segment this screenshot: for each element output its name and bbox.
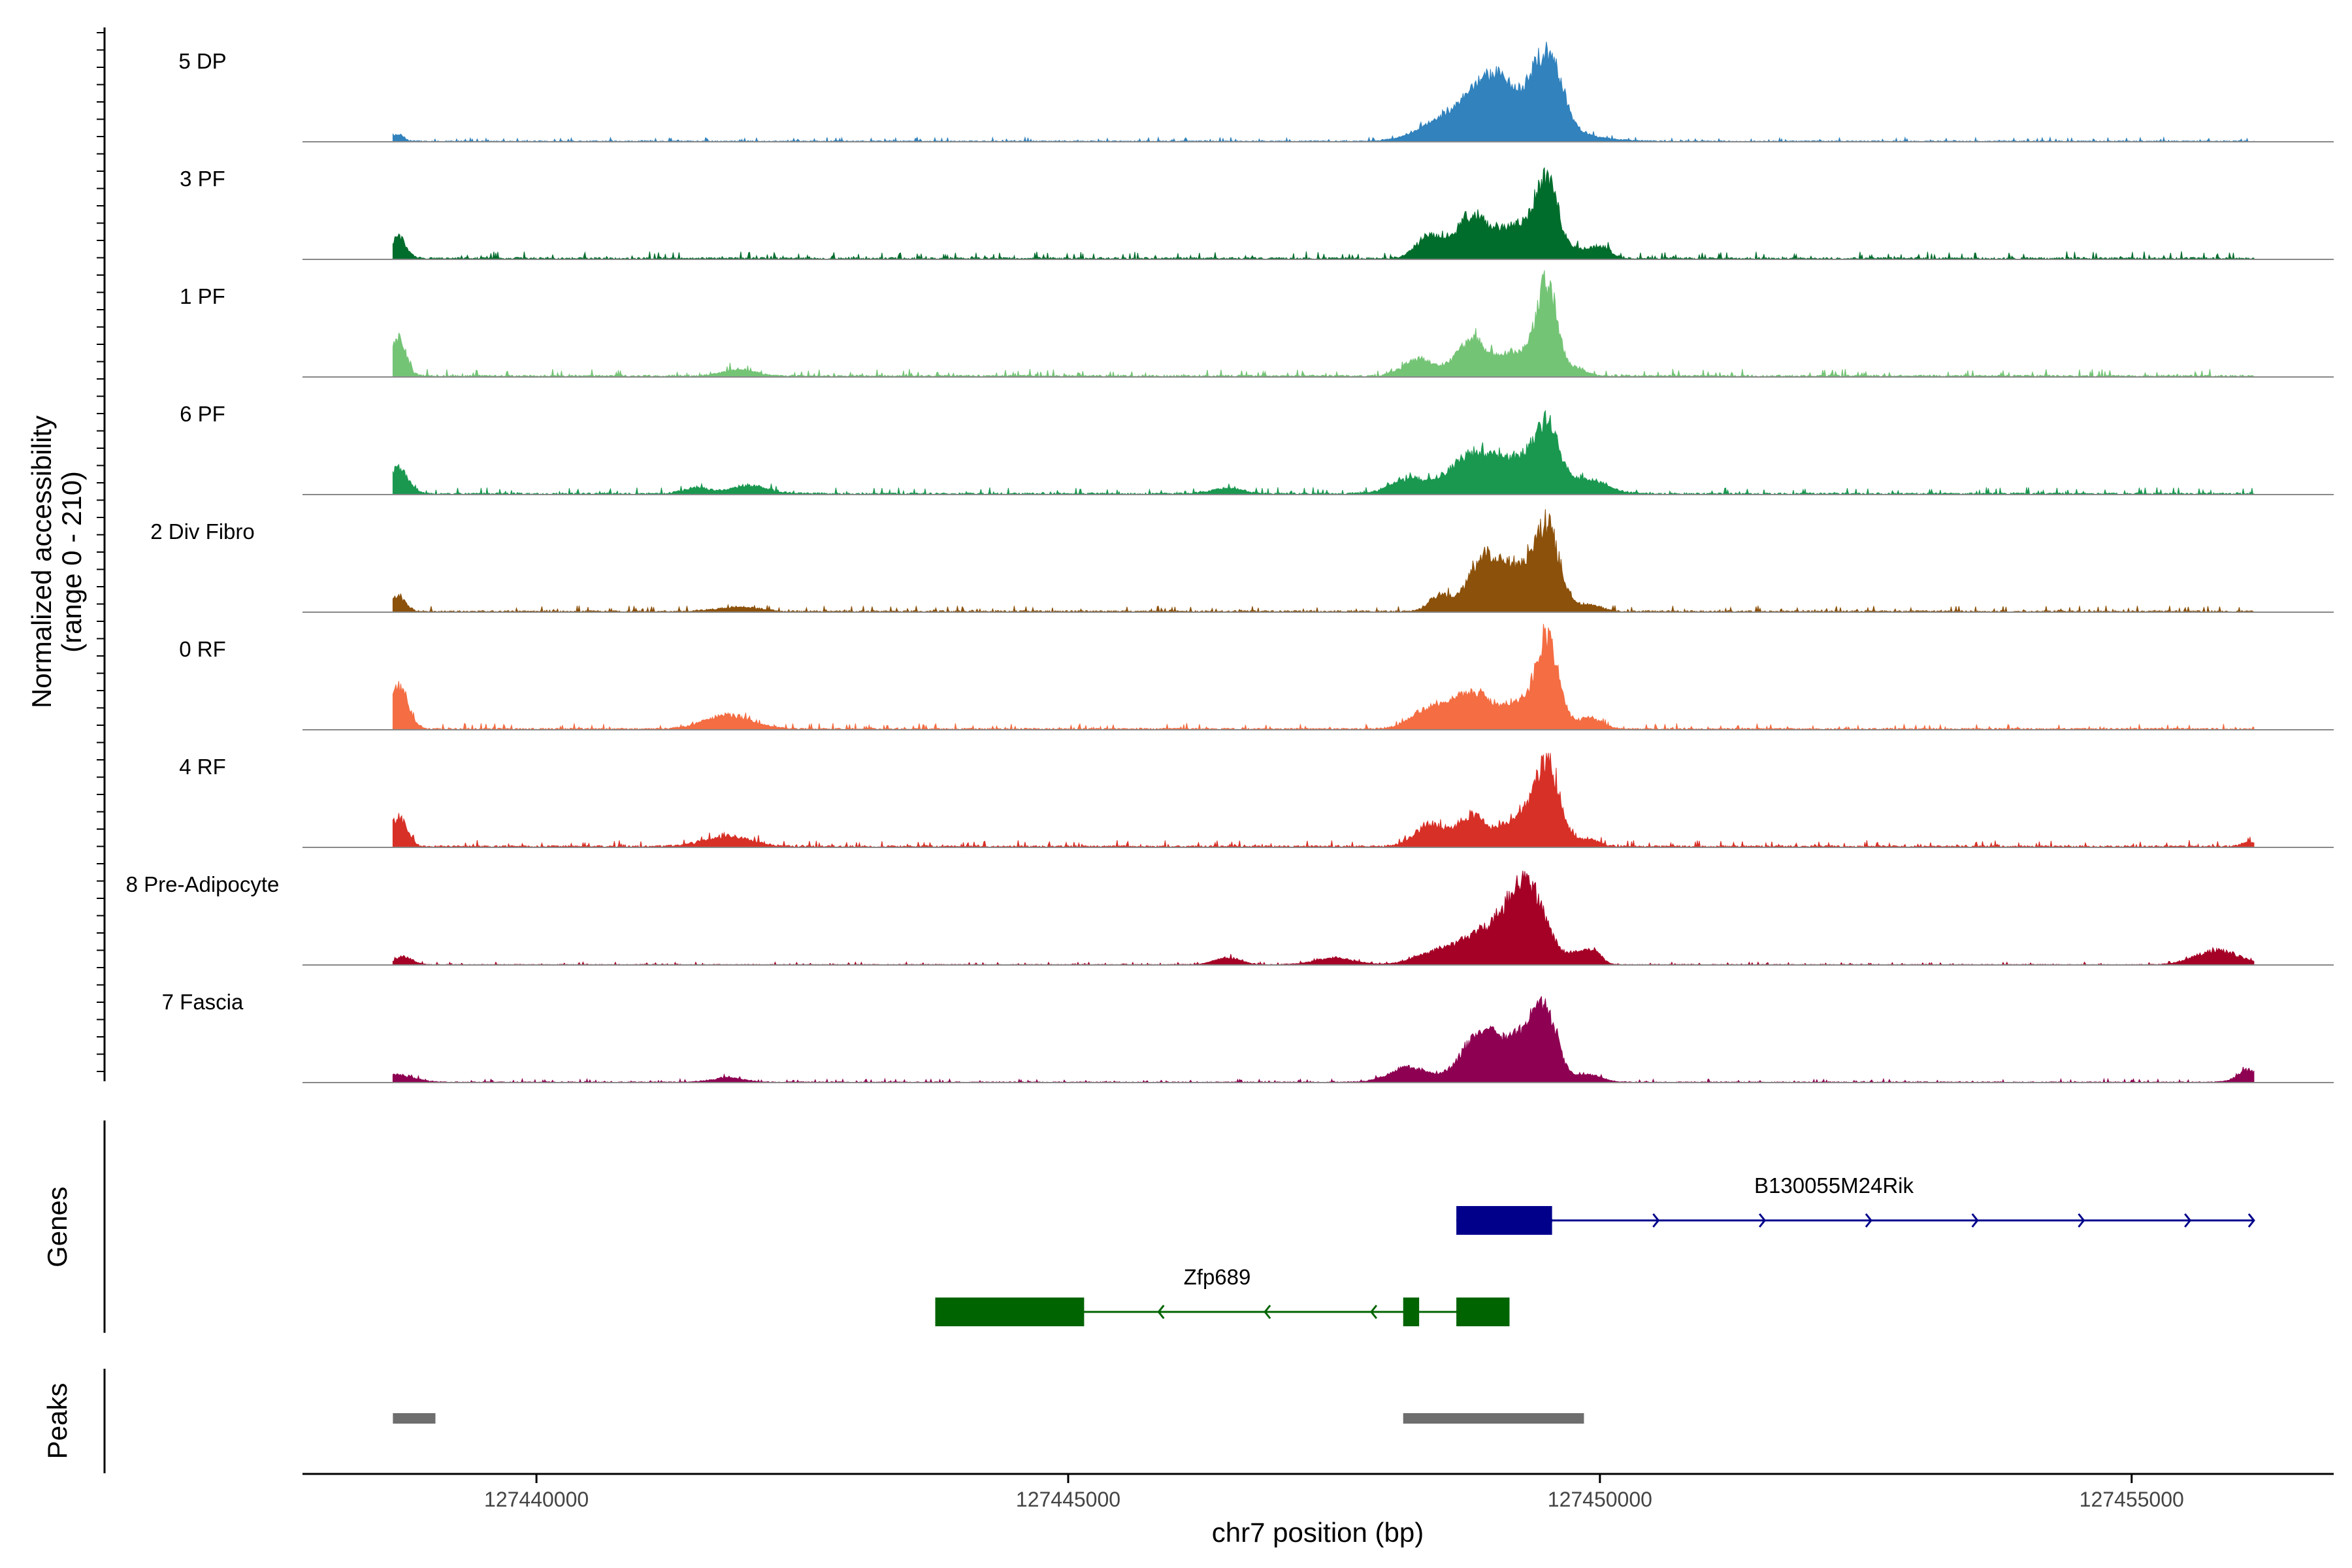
track-0-rf: 0 RF xyxy=(179,623,2334,731)
track-area xyxy=(392,41,2255,143)
track-label: 1 PF xyxy=(180,284,225,308)
strand-arrow-icon xyxy=(2078,1213,2085,1228)
track-area xyxy=(392,623,2255,731)
track-area xyxy=(392,996,2255,1083)
strand-arrow-icon xyxy=(1546,1213,1554,1228)
y-axis-title-line1: Normalized accessibility xyxy=(26,416,57,708)
x-axis: 127440000 127445000 127450000 127455000 xyxy=(302,1473,2334,1511)
track-4-rf: 4 RF xyxy=(179,753,2334,849)
gene-b130055m24rik: B130055M24Rik xyxy=(1456,1173,2255,1235)
x-axis-title: chr7 position (bp) xyxy=(1212,1517,1424,1548)
strand-arrow-icon xyxy=(1865,1213,1872,1228)
track-label: 2 Div Fibro xyxy=(150,519,255,544)
track-label: 5 DP xyxy=(178,49,226,73)
track-7-fascia: 7 Fascia xyxy=(162,990,2334,1083)
track-area xyxy=(392,410,2255,496)
strand-arrow-icon xyxy=(1264,1305,1271,1319)
track-label: 6 PF xyxy=(180,402,225,426)
gene-name-label: Zfp689 xyxy=(1184,1265,1251,1289)
track-label: 4 RF xyxy=(179,755,226,779)
track-area xyxy=(392,270,2255,378)
x-tick-label: 127455000 xyxy=(2080,1488,2184,1511)
gene-exon xyxy=(935,1298,1085,1326)
gene-exon xyxy=(1456,1298,1510,1326)
track-6-pf: 6 PF xyxy=(180,402,2334,496)
gene-exon xyxy=(1456,1206,1552,1235)
track-8-pre-adipocyte: 8 Pre-Adipocyte xyxy=(126,870,2334,966)
peak-region xyxy=(1403,1413,1584,1424)
coverage-y-axis xyxy=(97,27,106,1081)
track-area xyxy=(392,167,2255,261)
strand-arrow-icon xyxy=(1157,1305,1165,1319)
track-label: 3 PF xyxy=(180,167,225,191)
gene-name-label: B130055M24Rik xyxy=(1754,1173,1914,1198)
track-area xyxy=(392,753,2255,849)
track-5-dp: 5 DP xyxy=(178,41,2334,143)
gene-exon xyxy=(1403,1298,1420,1326)
strand-arrow-icon xyxy=(2184,1213,2192,1228)
strand-arrow-icon xyxy=(1652,1213,1660,1228)
track-label: 0 RF xyxy=(179,637,226,661)
x-tick-label: 127445000 xyxy=(1016,1488,1120,1511)
strand-arrow-icon xyxy=(1369,1305,1378,1319)
peak-region xyxy=(393,1413,436,1424)
gene-annotation-track: B130055M24Rik Zfp689 xyxy=(935,1173,2255,1326)
x-tick-label: 127450000 xyxy=(1548,1488,1652,1511)
strand-arrow-icon xyxy=(1758,1213,1767,1228)
track-label: 7 Fascia xyxy=(162,990,244,1014)
coverage-tracks: 5 DP 3 PF 1 PF 6 PF 2 Div Fibro 0 RF 4 RF 8 Pre… xyxy=(126,41,2334,1083)
strand-arrow-icon xyxy=(2247,1213,2255,1228)
peaks-panel-label: Peaks xyxy=(42,1383,73,1460)
strand-arrow-icon xyxy=(1971,1213,1979,1228)
track-3-pf: 3 PF xyxy=(180,167,2334,261)
gene-zfp689: Zfp689 xyxy=(935,1265,1510,1326)
track-area xyxy=(392,509,2255,613)
x-tick-label: 127440000 xyxy=(484,1488,589,1511)
track-1-pf: 1 PF xyxy=(180,270,2334,378)
track-2-div-fibro: 2 Div Fibro xyxy=(150,509,2334,613)
track-label: 8 Pre-Adipocyte xyxy=(126,872,280,896)
genes-panel-label: Genes xyxy=(42,1186,73,1267)
track-area xyxy=(392,870,2255,966)
peaks-track xyxy=(393,1413,1584,1424)
y-axis-title-line2: (range 0 - 210) xyxy=(56,471,87,653)
